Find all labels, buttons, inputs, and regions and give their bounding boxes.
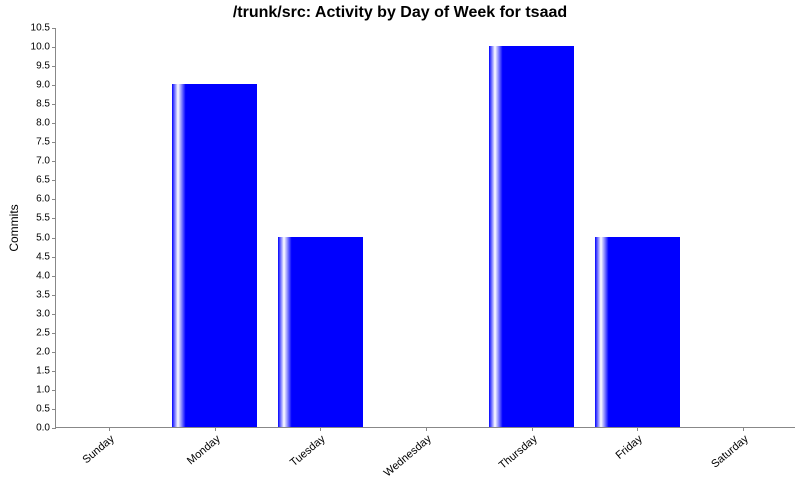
y-tick-label: 7.0 [36,156,50,167]
bar [595,237,680,427]
y-tick-mark [52,123,56,124]
x-tick-label: Tuesday [251,433,328,500]
x-tick-mark [743,427,744,431]
y-tick-mark [52,85,56,86]
y-tick-mark [52,333,56,334]
y-tick-label: 9.5 [36,61,50,72]
y-tick-mark [52,295,56,296]
y-tick-mark [52,47,56,48]
y-tick-mark [52,276,56,277]
y-tick-mark [52,238,56,239]
x-tick-mark [320,427,321,431]
x-tick-mark [109,427,110,431]
plot-area: 0.00.51.01.52.02.53.03.54.04.55.05.56.06… [55,28,795,428]
x-tick-mark [426,427,427,431]
y-tick-label: 0.5 [36,403,50,414]
bar [278,237,363,427]
bar [489,46,574,427]
y-tick-mark [52,218,56,219]
y-tick-label: 8.5 [36,99,50,110]
x-tick-label: Friday [568,433,645,500]
x-tick-label: Saturday [674,433,751,500]
y-tick-mark [52,104,56,105]
x-tick-label: Wednesday [357,433,434,500]
y-tick-label: 8.0 [36,118,50,129]
y-tick-mark [52,428,56,429]
y-tick-label: 3.5 [36,289,50,300]
y-tick-mark [52,352,56,353]
y-tick-mark [52,161,56,162]
y-tick-label: 1.5 [36,365,50,376]
y-tick-label: 9.0 [36,80,50,91]
y-tick-label: 10.0 [31,42,50,53]
y-tick-mark [52,257,56,258]
y-tick-label: 4.0 [36,270,50,281]
bar [172,84,257,427]
y-tick-mark [52,180,56,181]
chart-title: /trunk/src: Activity by Day of Week for … [0,4,800,22]
x-tick-mark [637,427,638,431]
y-tick-label: 6.5 [36,175,50,186]
y-tick-mark [52,28,56,29]
y-tick-label: 3.0 [36,308,50,319]
y-tick-label: 7.5 [36,137,50,148]
y-tick-mark [52,142,56,143]
y-tick-label: 1.0 [36,384,50,395]
y-tick-label: 5.5 [36,213,50,224]
y-tick-label: 0.0 [36,423,50,434]
y-tick-mark [52,199,56,200]
x-tick-mark [532,427,533,431]
y-tick-label: 10.5 [31,23,50,34]
y-tick-mark [52,390,56,391]
y-tick-mark [52,371,56,372]
y-tick-label: 2.0 [36,346,50,357]
y-tick-label: 5.0 [36,232,50,243]
y-tick-label: 2.5 [36,327,50,338]
y-tick-mark [52,66,56,67]
y-tick-mark [52,409,56,410]
activity-chart: /trunk/src: Activity by Day of Week for … [0,0,800,500]
y-axis-label: Commits [7,204,21,251]
x-tick-label: Sunday [40,433,117,500]
x-tick-mark [215,427,216,431]
x-tick-label: Monday [146,433,223,500]
y-tick-mark [52,314,56,315]
x-tick-label: Thursday [463,433,540,500]
y-tick-label: 4.5 [36,251,50,262]
y-tick-label: 6.0 [36,194,50,205]
